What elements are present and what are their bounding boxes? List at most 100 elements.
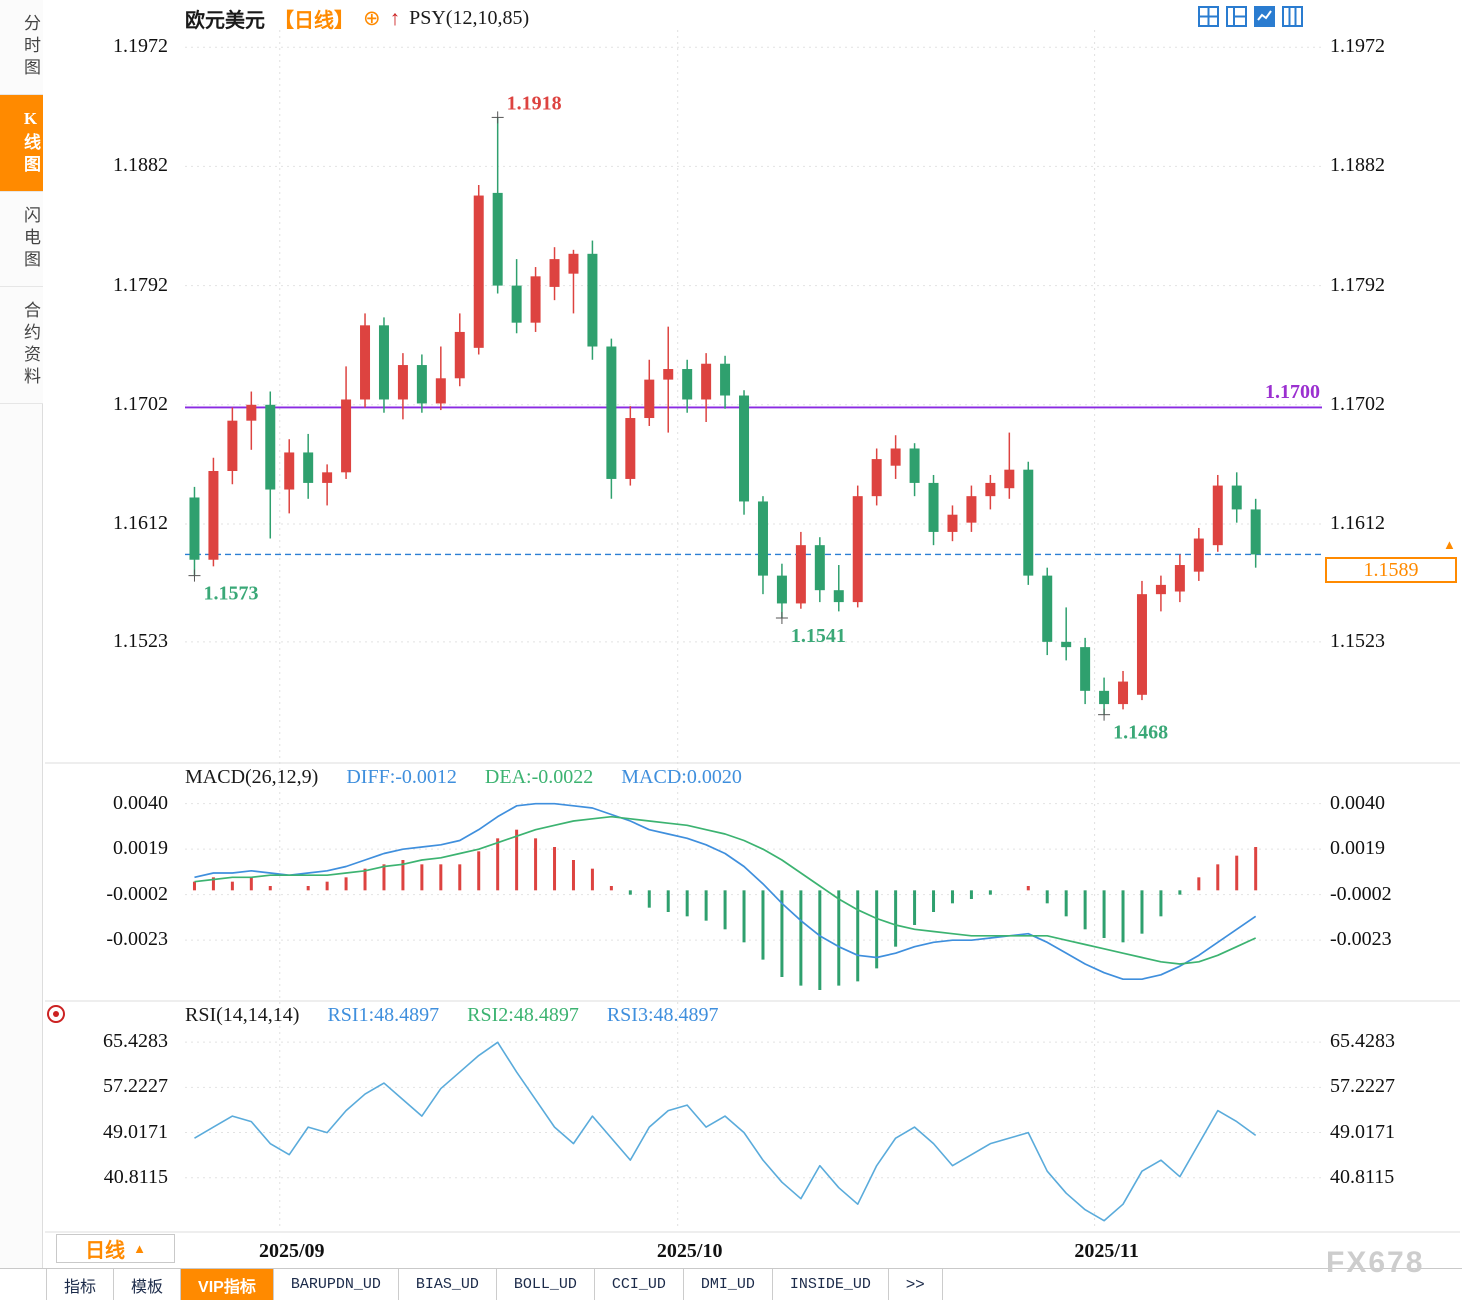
low-price-annotation: 1.1573 [203,583,258,605]
macd-tick-left: -0.0002 [106,882,168,905]
tab-templates[interactable]: 模板 [114,1269,182,1300]
macd-diff-line [194,802,1257,981]
macd-tick-left: 0.0019 [113,837,168,860]
chart-header: 欧元美元 【日线】 ⊕ ↑ PSY(12,10,85) [185,4,529,32]
tab-inside-ud[interactable]: INSIDE_UD [773,1269,889,1300]
price-tick-right: 1.1523 [1330,629,1385,652]
period-selector[interactable]: 日线 ▲ [56,1234,175,1263]
indicator-settings-icon[interactable] [47,1005,65,1023]
candle-body [644,379,655,419]
candle-body [1212,485,1223,546]
macd-tick-right: 0.0019 [1330,837,1385,860]
layout-quad-icon[interactable] [1198,6,1219,27]
candle-body [360,325,371,400]
period-selector-arrow-icon: ▲ [133,1240,146,1256]
layout-columns-icon[interactable] [1282,6,1303,27]
rsi2-value: RSI2:48.4897 [467,1003,579,1026]
price-tick-left: 1.1523 [113,629,168,652]
rsi-tick-left: 65.4283 [103,1030,168,1053]
candle-body [1023,469,1034,576]
candle-body [549,259,560,287]
sidebar-item-timeshare[interactable]: 分时图 [0,0,43,95]
candle-body [814,545,825,591]
price-tick-right: 1.1612 [1330,511,1385,534]
candle-body [284,452,295,490]
candle-body [795,545,806,604]
candle-body [757,501,768,576]
price-tick-left: 1.1972 [113,35,168,58]
tab-barupdn-ud[interactable]: BARUPDN_UD [274,1269,399,1300]
candle-body [776,575,787,604]
candle-body [1155,584,1166,595]
x-axis-label: 2025/09 [258,1240,325,1262]
sidebar-item-contract-info[interactable]: 合约资料 [0,287,43,404]
high-price-annotation: 1.1918 [507,92,562,114]
candle-body [265,404,276,490]
rsi-name: RSI(14,14,14) [185,1003,300,1026]
candle-body [890,448,901,466]
layout-chart-icon[interactable] [1254,6,1275,27]
last-price-tag: 1.1589 [1325,557,1457,584]
candle-body [871,459,882,497]
candle-body [663,369,674,380]
sidebar-item-kline[interactable]: K线图 [0,95,43,192]
rsi-header: RSI(14,14,14) RSI1:48.4897 RSI2:48.4897 … [185,1003,719,1027]
candle-body [587,253,598,347]
macd-dea-value: DEA:-0.0022 [484,765,594,788]
candle-body [189,497,200,560]
candle-body [1118,681,1129,705]
tab-more[interactable]: >> [889,1269,943,1300]
ref-price-label: 1.1700 [1265,381,1320,404]
candle-body [947,514,958,532]
price-tick-right: 1.1702 [1330,392,1385,415]
bottom-tab-bar: 指标 模板 VIP指标 BARUPDN_UD BIAS_UD BOLL_UD CCI_UD D… [0,1268,1462,1300]
rsi-line [194,1041,1257,1222]
macd-tick-right: -0.0023 [1330,928,1392,951]
candle-body [1174,565,1185,592]
candle-body [454,331,465,379]
add-indicator-icon[interactable]: ⊕ [363,5,381,30]
price-tick-right: 1.1972 [1330,35,1385,58]
sidebar-item-lightning[interactable]: 闪电图 [0,192,43,287]
tab-dmi-ud[interactable]: DMI_UD [684,1269,773,1300]
macd-diff-value: DIFF:-0.0012 [346,765,457,788]
macd-tick-left: 0.0040 [113,791,168,814]
macd-hist-value: MACD:0.0020 [621,765,742,788]
macd-tick-left: -0.0023 [106,928,168,951]
candle-body [985,482,996,497]
macd-dea-line [194,815,1257,965]
rsi-tick-right: 57.2227 [1330,1075,1395,1098]
tab-boll-ud[interactable]: BOLL_UD [497,1269,595,1300]
candle-body [208,471,219,560]
rsi-tick-right: 40.8115 [1330,1165,1395,1188]
up-signal-icon: ↑ [389,5,401,30]
low-price-annotation: 1.1468 [1113,722,1168,744]
rsi-tick-left: 49.0171 [103,1120,168,1143]
tab-indicators[interactable]: 指标 [47,1269,115,1300]
candle-body [682,369,693,400]
tab-bias-ud[interactable]: BIAS_UD [399,1269,497,1300]
candle-body [1250,509,1261,555]
price-tick-left: 1.1792 [113,273,168,296]
x-axis-label: 2025/11 [1074,1240,1139,1262]
candle-body [341,399,352,473]
candle-body [492,192,503,286]
layout-left-split-icon[interactable] [1226,6,1247,27]
candle-body [473,195,484,348]
candle-body [909,448,920,483]
layout-buttons [1198,6,1303,27]
candle-body [246,404,257,421]
candle-body [1080,647,1091,691]
candle-body [416,365,427,404]
low-price-annotation: 1.1541 [791,625,846,647]
period-selector-label: 日线 [85,1240,126,1262]
tab-vip-indicators[interactable]: VIP指标 [181,1269,274,1300]
candle-body [1136,594,1147,695]
tab-cci-ud[interactable]: CCI_UD [595,1269,684,1300]
rsi-tick-right: 65.4283 [1330,1030,1395,1053]
last-price-arrow-icon: ▲ [1443,537,1456,553]
candle-body [435,378,446,404]
rsi-tick-left: 40.8115 [103,1165,168,1188]
